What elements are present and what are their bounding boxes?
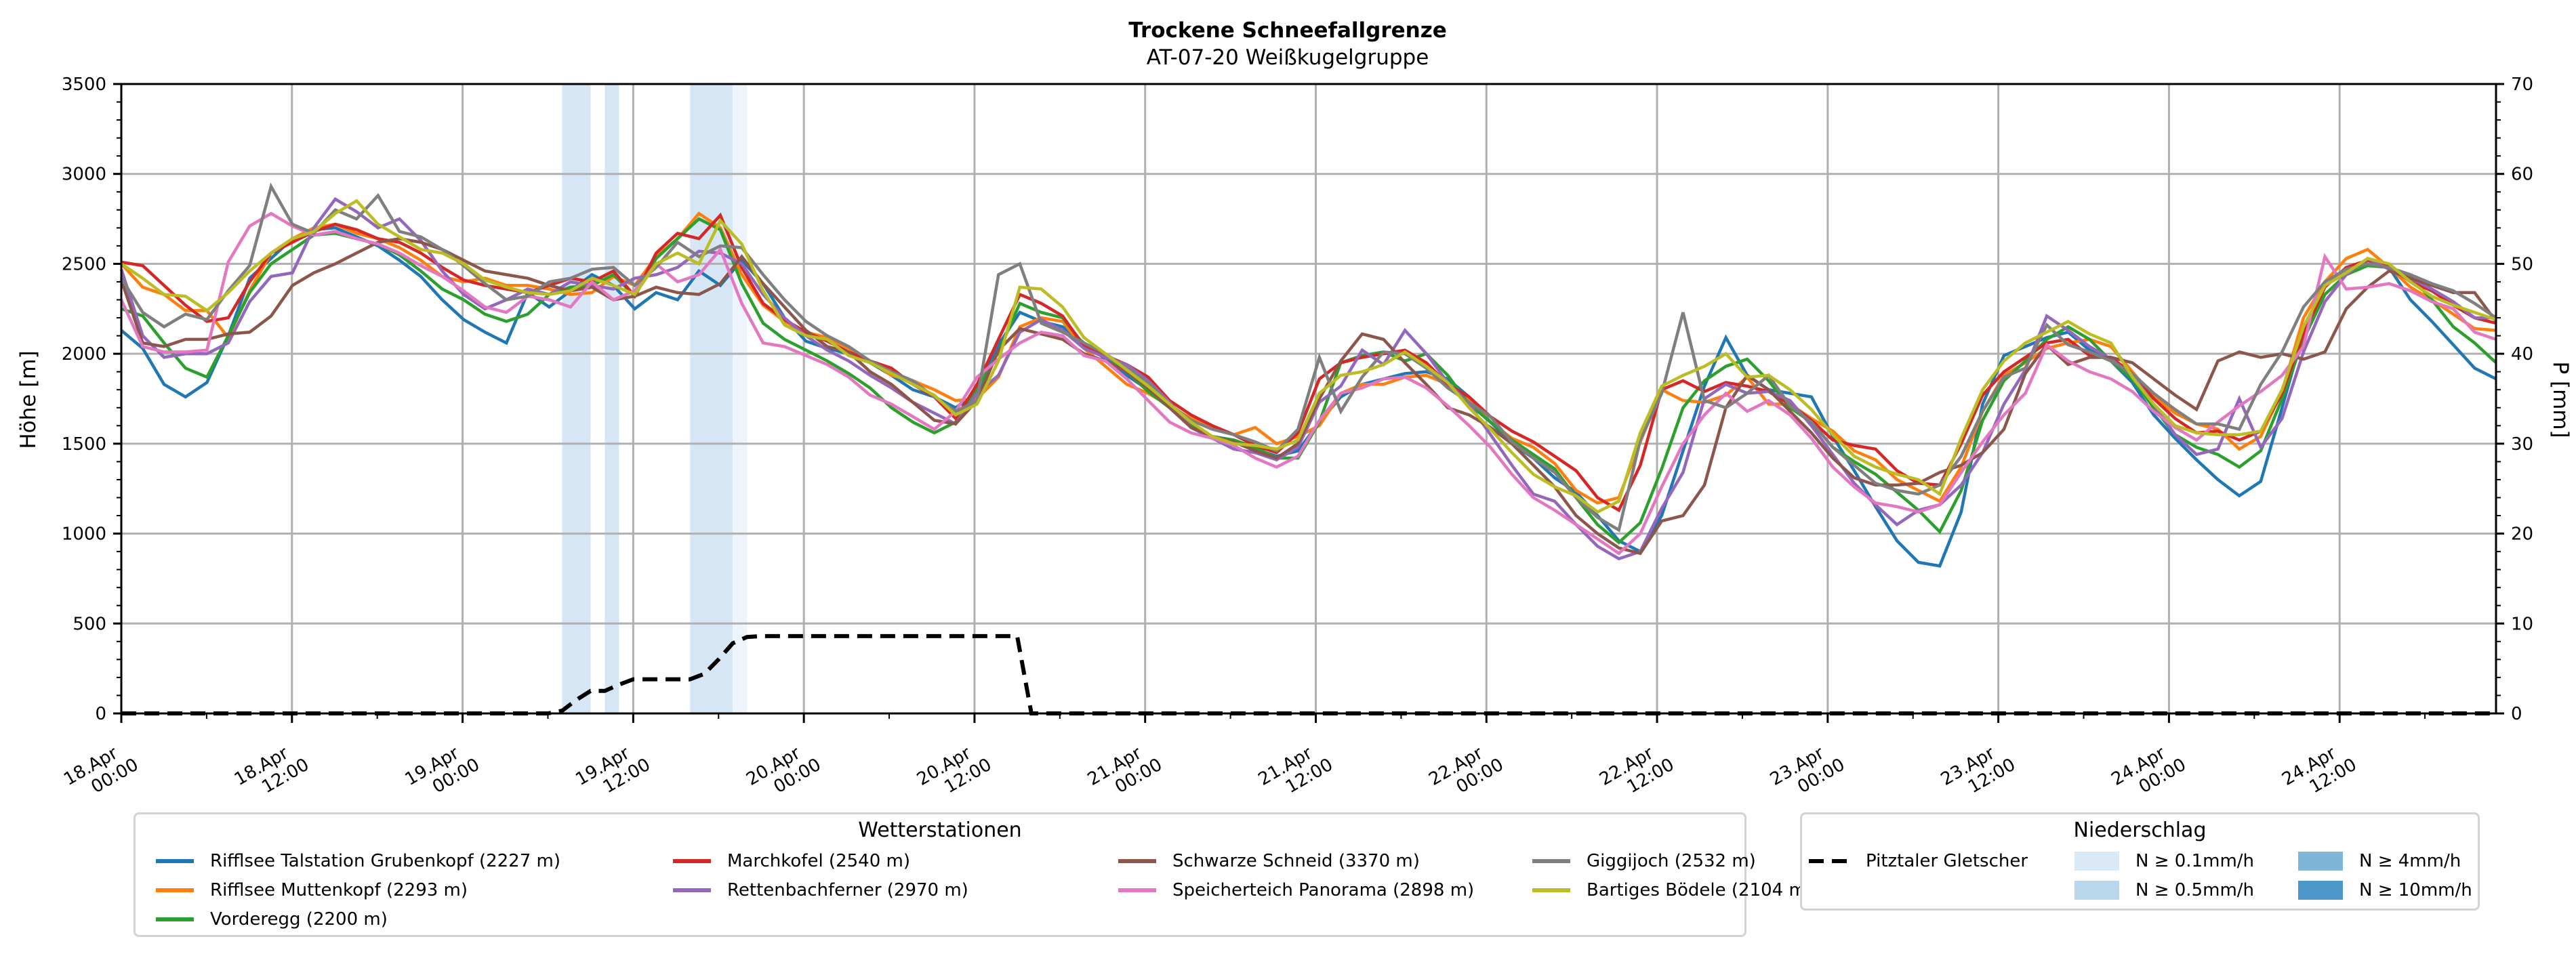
legend-line-icon <box>156 917 194 921</box>
y-right-tick-label: 10 <box>2511 614 2533 634</box>
legend-line-icon <box>1532 859 1570 863</box>
legend-label: N ≥ 0.5mm/h <box>2135 880 2255 900</box>
legend-label: Rifflsee Talstation Grubenkopf (2227 m) <box>210 851 561 871</box>
legend-label: Schwarze Schneid (3370 m) <box>1172 851 1420 871</box>
y-axis-label-right: P [mm] <box>2548 361 2573 438</box>
legend-swatch-icon <box>2298 881 2343 900</box>
legend-precip-title: Niederschlag <box>2073 818 2207 842</box>
y-axis-label: Höhe [m] <box>16 350 41 449</box>
legend-line-icon <box>673 859 711 863</box>
y-right-tick-label: 0 <box>2511 704 2522 724</box>
plot-frame <box>120 83 2497 715</box>
legend-swatch-icon <box>2298 852 2343 871</box>
legend-label: N ≥ 10mm/h <box>2359 880 2472 900</box>
legend-line-icon <box>156 859 194 863</box>
legend-item-precip-class: N ≥ 10mm/h <box>2298 880 2472 900</box>
legend-item-precip-line: Pitztaler Gletscher <box>1809 851 2028 871</box>
series-line <box>120 182 2497 533</box>
y-tick-label: 2000 <box>62 344 106 365</box>
legend-label: Speicherteich Panorama (2898 m) <box>1172 880 1475 900</box>
y-tick-label: 500 <box>73 614 106 634</box>
precip-band <box>605 84 619 713</box>
legend-stations: Wetterstationen Rifflsee Talstation Grub… <box>134 812 1813 937</box>
legend-item-station: Speicherteich Panorama (2898 m) <box>1118 880 1474 900</box>
y-tick-label: 1000 <box>62 524 106 545</box>
series-line <box>119 211 2497 556</box>
y-tick-label: 1500 <box>62 434 106 455</box>
precip-band <box>562 84 591 713</box>
y-tick-label: 3000 <box>62 165 106 185</box>
legend-item-precip-class: N ≥ 0.5mm/h <box>2074 880 2254 900</box>
series-line <box>119 196 2496 561</box>
precip-bands <box>562 84 748 713</box>
legend-line-icon <box>673 888 711 892</box>
legend-item-station: Rifflsee Talstation Grubenkopf (2227 m) <box>156 851 560 871</box>
precip-band <box>733 84 748 713</box>
precip-line <box>121 633 2496 715</box>
precip-band <box>690 84 733 713</box>
legend-item-precip-class: N ≥ 4mm/h <box>2298 851 2461 871</box>
y-tick-label: 3500 <box>62 75 106 95</box>
legend-item-station: Rettenbachferner (2970 m) <box>673 880 968 900</box>
y-right-tick-label: 30 <box>2511 434 2533 455</box>
legend-item-station: Marchkofel (2540 m) <box>673 851 910 871</box>
legend-precip: Niederschlag Pitztaler Gletscher N ≥ 0.1… <box>1800 812 2480 911</box>
legend-swatch-icon <box>2074 852 2119 871</box>
legend-label: N ≥ 0.1mm/h <box>2135 851 2255 871</box>
y-right-tick-label: 40 <box>2511 344 2533 365</box>
y-right-tick-label: 20 <box>2511 524 2533 545</box>
legend-line-icon <box>156 888 194 892</box>
legend-line-icon <box>1118 859 1156 863</box>
legend-line-icon <box>1118 888 1156 892</box>
dashed-line-icon <box>1809 859 1849 863</box>
legend-swatch-icon <box>2074 881 2119 900</box>
legend-label: Rifflsee Muttenkopf (2293 m) <box>210 880 468 900</box>
series-lines <box>119 182 2497 568</box>
legend-label: Pitztaler Gletscher <box>1866 851 2028 871</box>
y-tick-label: 2500 <box>62 254 106 274</box>
series-line <box>120 211 2497 505</box>
legend-item-precip-class: N ≥ 0.1mm/h <box>2074 851 2254 871</box>
legend-label: Giggijoch (2532 m) <box>1587 851 1756 871</box>
y-tick-label: 0 <box>95 704 106 724</box>
chart-title: Trockene Schneefallgrenze <box>1128 18 1447 43</box>
legend-item-station: Schwarze Schneid (3370 m) <box>1118 851 1420 871</box>
y-right-tick-label: 60 <box>2511 165 2533 185</box>
y-right-tick-label: 50 <box>2511 254 2533 274</box>
legend-label: Bartiges Bödele (2104 m) <box>1587 880 1813 900</box>
legend-item-station: Vorderegg (2200 m) <box>156 909 388 930</box>
y-right-tick-label: 70 <box>2511 75 2533 95</box>
legend-label: Marchkofel (2540 m) <box>727 851 910 871</box>
legend-label: Rettenbachferner (2970 m) <box>727 880 968 900</box>
series-line <box>121 212 2497 513</box>
legend-label: N ≥ 4mm/h <box>2359 851 2461 871</box>
legend-line-icon <box>1532 888 1570 892</box>
series-line <box>120 199 2497 514</box>
legend-item-station: Bartiges Bödele (2104 m) <box>1532 880 1813 900</box>
legend-item-station: Rifflsee Muttenkopf (2293 m) <box>156 880 468 900</box>
precip-line-pitztaler <box>121 633 2496 715</box>
legend-label: Vorderegg (2200 m) <box>210 909 388 930</box>
legend-item-station: Giggijoch (2532 m) <box>1532 851 1756 871</box>
chart-subtitle: AT-07-20 Weißkugelgruppe <box>1147 45 1429 70</box>
legend-stations-title: Wetterstationen <box>858 818 1022 842</box>
